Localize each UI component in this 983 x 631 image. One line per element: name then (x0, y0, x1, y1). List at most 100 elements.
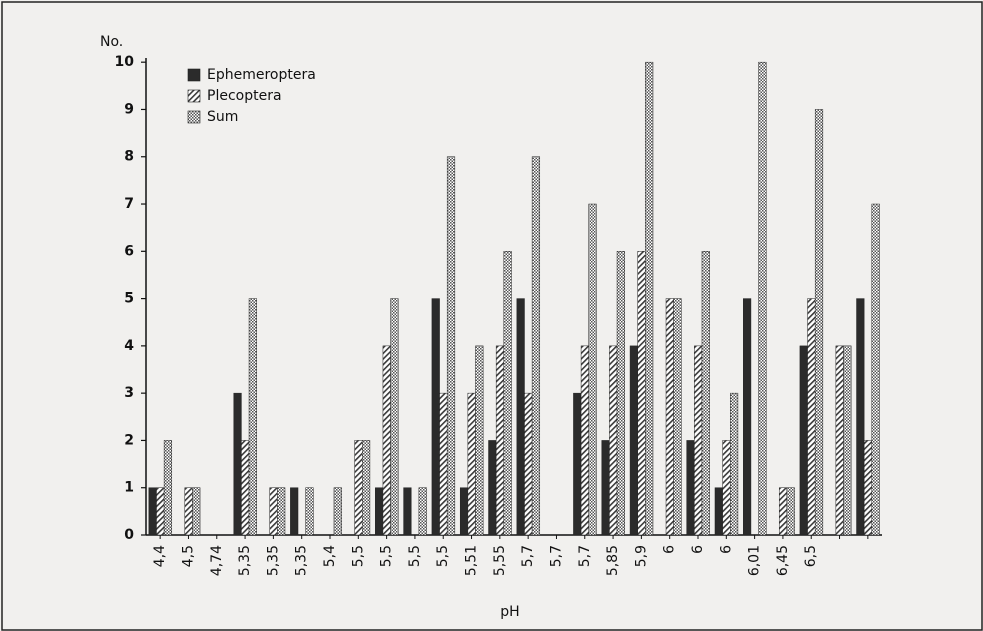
bar (475, 345, 484, 536)
bar (233, 392, 242, 536)
bar (758, 61, 767, 536)
x-tick-label: 5,7 (520, 545, 536, 567)
bar (730, 392, 739, 536)
legend-swatch (187, 110, 201, 124)
y-tick-label: 1 (124, 480, 134, 496)
x-tick-label: 6,45 (775, 545, 791, 576)
x-tick-label: 4,4 (152, 545, 168, 567)
y-tick-label: 3 (124, 385, 134, 401)
bar (778, 487, 788, 536)
bar (743, 298, 752, 536)
legend-swatch (187, 68, 201, 82)
bar (516, 298, 525, 536)
bar (488, 440, 497, 536)
bar (843, 345, 852, 536)
x-tick-label: 5,35 (237, 545, 253, 576)
bar (722, 440, 731, 536)
x-tick-label: 5,5 (350, 545, 366, 567)
legend-label: Sum (207, 109, 238, 125)
x-tick-label: 5,51 (464, 545, 480, 576)
bar (609, 345, 618, 536)
bar (439, 392, 448, 536)
bar (714, 487, 723, 536)
bar (588, 203, 597, 536)
bar (835, 345, 844, 536)
bar (431, 298, 440, 536)
bar (814, 109, 824, 536)
bar (629, 345, 638, 536)
bar (277, 487, 286, 536)
bar (354, 440, 363, 536)
bar (694, 345, 703, 536)
bar (184, 487, 193, 536)
x-tick-label: 6 (690, 545, 706, 554)
bar (673, 298, 682, 536)
bar (799, 345, 808, 536)
x-tick-label: 6 (718, 545, 734, 554)
bar (382, 345, 391, 536)
y-tick-label: 0 (124, 527, 134, 543)
bar (616, 251, 625, 536)
bar (290, 487, 299, 536)
bar (156, 487, 165, 536)
x-axis-label: pH (500, 604, 519, 620)
bar (418, 487, 427, 536)
legend-swatch (187, 89, 201, 103)
y-tick-label: 7 (124, 196, 134, 212)
bar (148, 487, 157, 536)
legend-label: Plecoptera (207, 88, 282, 104)
x-tick-label: 5,5 (379, 545, 395, 567)
legend-label: Ephemeroptera (207, 67, 316, 83)
x-tick-label: 4,74 (209, 545, 225, 576)
bar (467, 392, 476, 536)
x-tick-label: 6 (662, 545, 678, 554)
bar (241, 440, 250, 536)
bar (305, 487, 314, 536)
x-tick-label: 5,35 (294, 545, 310, 576)
x-tick-label: 5,5 (407, 545, 423, 567)
bar (531, 156, 541, 536)
bar (248, 298, 257, 536)
bar (495, 345, 505, 536)
x-tick-label: 5,35 (265, 545, 281, 576)
x-tick-label: 5,85 (605, 545, 621, 576)
x-tick-label: 6,5 (803, 545, 819, 567)
y-tick-label: 10 (115, 54, 135, 70)
bar (362, 440, 371, 536)
bar (446, 156, 456, 536)
bar (403, 487, 412, 536)
bar (333, 487, 342, 536)
bar (601, 440, 610, 536)
bar (269, 487, 278, 536)
x-tick-label: 5,7 (577, 545, 593, 567)
bar (871, 203, 880, 536)
bar (686, 440, 695, 536)
bar (163, 440, 173, 536)
y-tick-label: 9 (124, 101, 134, 117)
bar (863, 440, 873, 536)
bar (459, 487, 469, 536)
bar (645, 61, 654, 536)
y-tick-label: 6 (124, 243, 134, 259)
bar (701, 251, 710, 536)
bar (637, 251, 646, 536)
bar (192, 487, 201, 536)
x-tick-label: 5,9 (633, 545, 649, 567)
bar (665, 298, 674, 536)
x-tick-label: 5,4 (322, 545, 338, 567)
x-tick-label: 6,01 (747, 545, 763, 576)
x-tick-label: 4,5 (180, 545, 196, 567)
bar (524, 392, 533, 536)
y-tick-label: 5 (124, 291, 134, 307)
y-tick-label: 8 (124, 149, 134, 165)
bar (807, 298, 816, 536)
bar (503, 251, 512, 536)
bar (580, 345, 589, 536)
x-tick-label: 5,7 (548, 545, 564, 567)
y-tick-label: 2 (124, 432, 134, 448)
y-axis-label: No. (100, 34, 123, 50)
bar (786, 487, 795, 536)
x-tick-label: 5,5 (435, 545, 451, 567)
